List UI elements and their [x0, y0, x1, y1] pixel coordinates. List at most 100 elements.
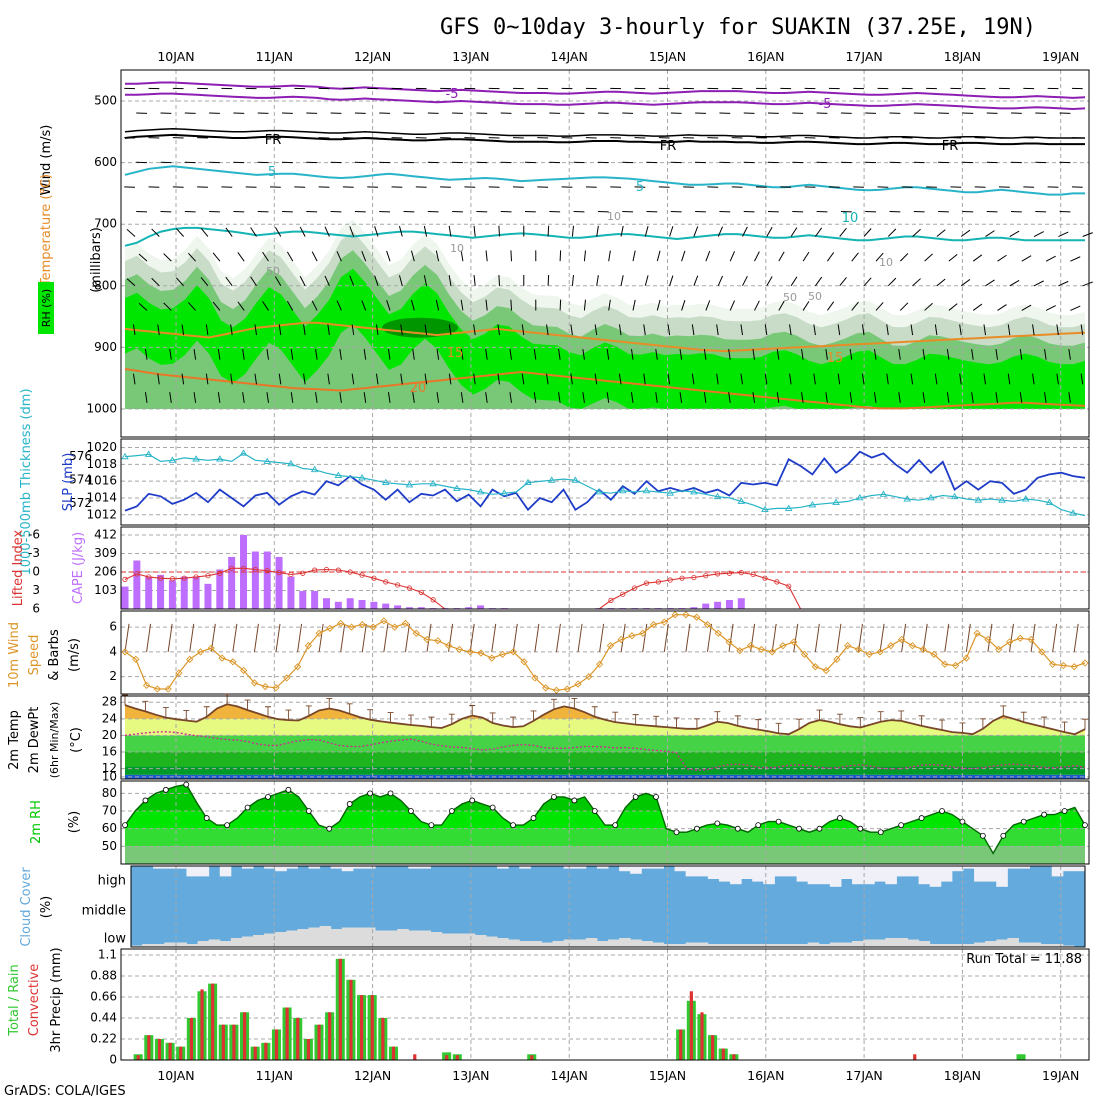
lifted-index-marker	[383, 579, 389, 585]
wind-speed-marker	[703, 620, 712, 629]
wind-barb	[974, 186, 986, 188]
cloud-high-gap	[796, 866, 809, 882]
wind-barb	[573, 161, 585, 164]
temp-maxmin-bar	[918, 715, 925, 726]
wind-barb	[658, 186, 670, 188]
precip-conv-bar	[232, 1024, 236, 1060]
wind-barb	[950, 137, 962, 139]
cloud-low-bar	[230, 938, 243, 947]
cloud-low-bar	[885, 938, 897, 947]
temp-maxmin-bar	[939, 719, 946, 731]
precip-conv-bar	[264, 1042, 268, 1060]
wind-barb	[221, 137, 233, 139]
slp-tick-1016: 1016	[86, 474, 117, 488]
rh2m-marker	[408, 808, 414, 814]
ylabel-wind-barbs: & Barbs	[47, 629, 62, 681]
cloud-low-bar	[929, 944, 942, 947]
cloud-low-bar	[452, 933, 465, 947]
wind-barb	[630, 348, 634, 360]
temp-maxmin-bar	[632, 714, 639, 725]
wind-barb	[839, 227, 847, 237]
cape-bar	[216, 569, 224, 609]
wind-barb	[938, 112, 949, 114]
li-tick-3: 3	[32, 583, 40, 597]
wind-barb	[606, 392, 610, 403]
wind-speed-marker	[326, 624, 334, 632]
precip-tick-0.22: 0.22	[90, 1032, 117, 1046]
wind-barb	[583, 299, 586, 311]
cloud-high-gap	[275, 866, 287, 872]
wind-barb	[144, 348, 148, 360]
rh2m-marker	[346, 801, 353, 807]
wind-barb	[816, 211, 828, 213]
wind-tick-4: 4	[109, 644, 117, 658]
wind-barb	[946, 392, 950, 403]
wind-speed-marker	[930, 650, 938, 658]
wind-barb	[452, 161, 463, 164]
cloud-low-bar	[275, 932, 287, 947]
cloud-low-bar	[619, 938, 631, 947]
wind-barb	[962, 112, 974, 114]
precip-conv-bar	[381, 1018, 385, 1060]
ylabel-wind10m: 10m Wind	[7, 622, 22, 688]
wind-barb	[498, 275, 500, 286]
lifted-index-marker	[643, 580, 650, 586]
wind-barb	[363, 348, 367, 360]
cape-bar	[287, 576, 295, 609]
lifted-index-marker	[620, 591, 626, 597]
precip-conv-bar	[168, 1042, 172, 1060]
wind-barb	[924, 253, 933, 262]
wind-barb	[655, 392, 658, 403]
wind-barb	[172, 137, 184, 139]
wind-barb	[294, 186, 306, 188]
precip-conv-bar	[328, 1012, 332, 1060]
cloud-low-bar	[974, 942, 986, 947]
wind-speed-marker	[595, 660, 604, 668]
lifted-index-marker	[691, 574, 697, 581]
wind-barb	[729, 300, 736, 311]
ylabel-wind: Wind (m/s)	[39, 125, 54, 196]
lifted-index-marker	[264, 568, 270, 574]
rh2m-marker	[387, 790, 394, 797]
cape-bar	[405, 607, 413, 609]
lifted-index-marker	[335, 567, 341, 573]
wind-barb	[1044, 348, 1047, 360]
wind-barb	[132, 373, 136, 385]
wind-barb	[972, 303, 983, 311]
thickness-marker	[524, 478, 532, 486]
rh2m-marker	[694, 825, 700, 832]
wind-barb	[398, 225, 403, 237]
wind-barb	[594, 373, 598, 385]
wind-speed-marker	[995, 645, 1003, 654]
rh2m-marker	[979, 832, 986, 839]
wind-barb	[1011, 112, 1022, 114]
wind-barb	[549, 112, 561, 114]
cloud-high-gap	[1018, 866, 1031, 869]
wind-barb	[473, 275, 476, 286]
contour-label-7: 10	[842, 211, 859, 226]
thickness-marker	[192, 455, 200, 462]
wind-barb	[233, 112, 245, 114]
wind-barb	[1056, 324, 1059, 336]
lifted-index-marker	[608, 597, 614, 603]
wind-barb	[349, 226, 355, 237]
thickness-marker	[666, 489, 674, 496]
cloud-low-bar	[363, 927, 376, 947]
wind-barb	[877, 186, 889, 188]
wind-speed-marker	[542, 684, 550, 692]
contour-label-13: 10	[879, 256, 893, 269]
cloud-low-bar	[896, 938, 909, 947]
wind-barb	[655, 348, 658, 360]
cloud-high-gap	[574, 866, 587, 869]
temp-tick-12: 12	[102, 761, 117, 775]
wind-speed-marker	[196, 648, 205, 656]
temp-maxmin-bar	[550, 698, 557, 710]
lifted-index-marker	[300, 570, 306, 576]
wind-speed-marker	[984, 635, 992, 644]
wind-barb	[618, 324, 622, 336]
slp-tick-1014: 1014	[86, 490, 117, 504]
wind-barb	[535, 250, 537, 262]
wind-barb	[379, 161, 391, 164]
wind-barb	[1068, 392, 1071, 403]
contour-fr	[124, 133, 1085, 146]
